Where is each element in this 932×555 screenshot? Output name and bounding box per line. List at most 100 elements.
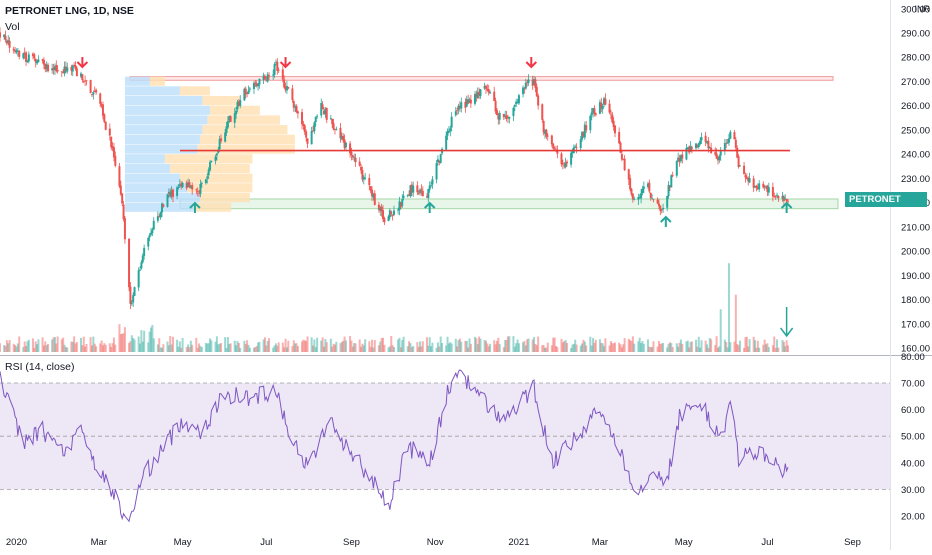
volume-profile-up — [124, 154, 165, 164]
candle-body — [781, 195, 784, 199]
candle-body — [420, 189, 423, 191]
volume-bar — [15, 346, 18, 352]
volume-bar — [689, 342, 692, 352]
volume-bar — [541, 345, 544, 352]
candle-body — [695, 143, 698, 149]
candle-body — [575, 147, 578, 149]
candle-body — [690, 147, 693, 149]
volume-bar — [188, 347, 191, 352]
candle-body — [660, 209, 663, 211]
candle-body — [188, 182, 191, 188]
candle-body — [611, 114, 614, 123]
volume-bar — [767, 347, 770, 352]
volume-bar — [608, 345, 611, 352]
volume-bar — [762, 344, 765, 352]
volume-bar — [316, 337, 319, 352]
volume-bar — [609, 341, 612, 352]
volume-bar — [258, 341, 261, 352]
candle-body — [696, 144, 699, 147]
volume-bar — [248, 347, 251, 352]
volume-bar — [575, 344, 578, 352]
volume-bar — [26, 341, 29, 352]
candle-body — [206, 176, 209, 179]
candle-body — [516, 102, 519, 103]
volume-bar — [262, 339, 265, 352]
volume-profile-down — [193, 202, 232, 212]
candle-body — [623, 158, 626, 171]
candle-body — [762, 183, 765, 188]
volume-bar — [637, 341, 640, 352]
price-tick-label: 290.00 — [901, 29, 930, 40]
rsi-tick-label: 40.00 — [901, 458, 925, 469]
candle-body — [90, 94, 93, 96]
volume-bar — [585, 345, 588, 352]
volume-bar — [148, 331, 151, 352]
candle-body — [565, 161, 568, 164]
volume-bar — [257, 342, 260, 352]
volume-bar — [159, 347, 162, 352]
time-tick-label: May — [174, 537, 192, 548]
candle-body — [758, 183, 761, 190]
volume-bar — [675, 343, 678, 352]
candle-body — [314, 116, 317, 123]
volume-bar — [324, 338, 327, 352]
time-tick-label: 2020 — [6, 537, 27, 548]
candle-body — [662, 207, 665, 210]
volume-bar — [340, 341, 343, 352]
candle-body — [646, 183, 649, 187]
resistance-zone — [129, 76, 834, 81]
candle-body — [408, 194, 411, 196]
candle-body — [679, 155, 682, 161]
candle-body — [748, 178, 751, 183]
volume-bar — [581, 343, 584, 352]
candle-body — [305, 131, 308, 138]
candle-body — [85, 80, 88, 82]
volume-bar — [93, 343, 96, 352]
candle-body — [419, 189, 422, 194]
candle-body — [178, 184, 181, 187]
volume-bar — [660, 343, 663, 352]
candle-body — [773, 196, 776, 198]
volume-bar — [560, 338, 563, 352]
volume-bar — [66, 347, 69, 352]
volume-bar — [12, 343, 15, 352]
volume-bar — [428, 337, 431, 352]
price-tag-value: 221.65 — [849, 209, 879, 220]
volume-bar — [582, 339, 585, 352]
volume-bar — [235, 345, 238, 352]
volume-bar — [542, 345, 545, 352]
candle-body — [283, 79, 286, 88]
candle-body — [104, 121, 107, 130]
candle-body — [27, 54, 30, 62]
volume-bar — [150, 327, 153, 352]
volume-bar — [372, 347, 375, 352]
candle-body — [81, 74, 84, 81]
candle-body — [358, 161, 361, 166]
candle-body — [130, 303, 133, 305]
volume-bar — [537, 336, 540, 352]
volume-bar — [276, 345, 279, 352]
volume-bar — [390, 336, 393, 352]
time-tick-label: Sep — [343, 537, 360, 548]
candle-body — [52, 68, 55, 70]
candle-body — [196, 191, 199, 192]
candle-body — [114, 156, 117, 166]
volume-bar — [292, 340, 295, 352]
candle-body — [450, 116, 453, 128]
candle-body — [5, 40, 8, 44]
volume-bar — [630, 341, 633, 352]
candle-body — [604, 98, 607, 105]
volume-bar — [122, 333, 125, 352]
candle-body — [296, 111, 299, 114]
candle-body — [263, 76, 266, 80]
volume-bar — [508, 336, 511, 352]
volume-bar — [62, 337, 65, 352]
volume-bar — [545, 347, 548, 352]
volume-bar — [198, 343, 201, 352]
volume-bar — [111, 343, 114, 352]
volume-bar — [598, 339, 601, 352]
volume-bar — [690, 341, 693, 352]
candle-body — [716, 158, 719, 161]
volume-bar — [716, 347, 719, 352]
candle-body — [79, 73, 82, 77]
